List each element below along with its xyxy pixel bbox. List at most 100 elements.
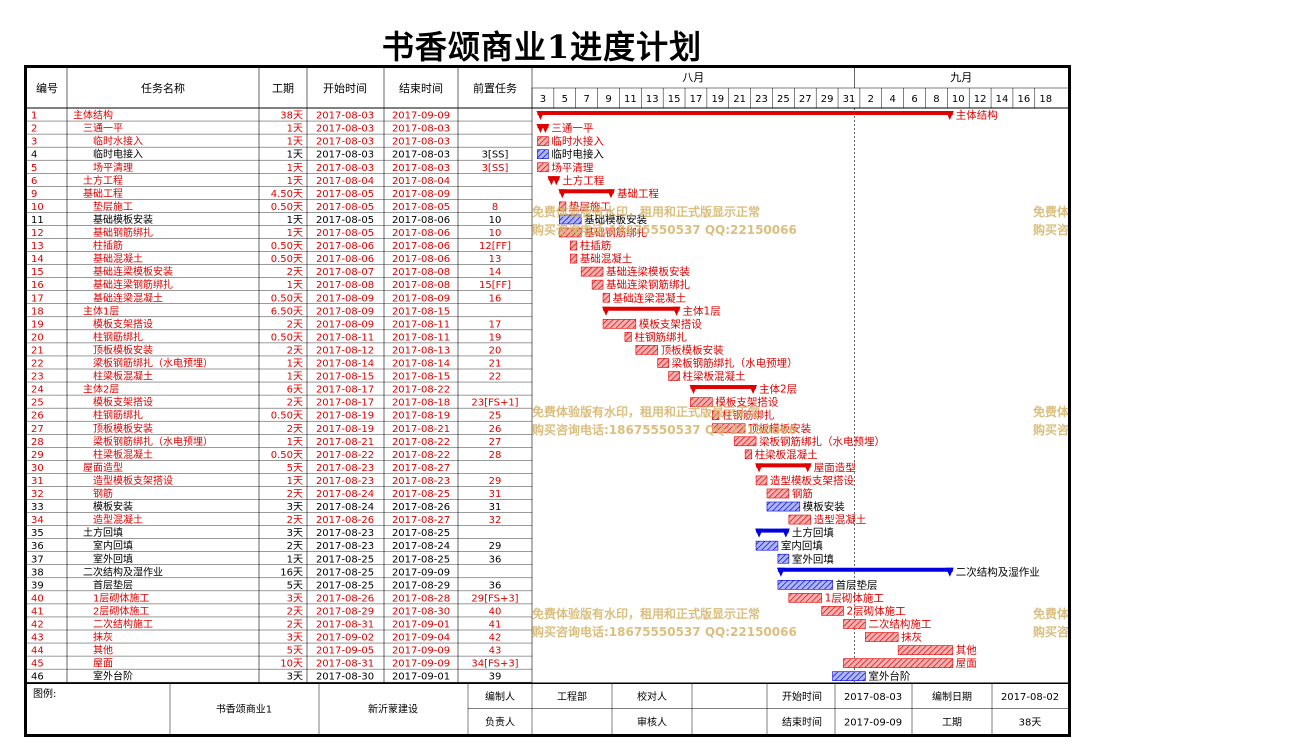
table-row[interactable]: 16 基础连梁钢筋绑扎 1天 2017-08-08 2017-08-08 15[FF] [31,278,511,291]
table-row[interactable]: 28 梁板钢筋绑扎（水电预埋） 1天 2017-08-21 2017-08-22 27 [31,435,501,448]
task-bar[interactable] [635,345,658,355]
task-bar[interactable] [602,319,637,329]
table-row[interactable]: 39 首层垫层 5天 2017-08-25 2017-08-29 36 [31,578,501,591]
task-bar[interactable] [766,501,801,512]
summary-bar[interactable] [603,306,680,311]
task-bar[interactable] [569,240,578,251]
task-duration: 1天 [287,359,303,370]
month-label: 九月 [950,71,972,84]
table-row[interactable]: 30 屋面造型 5天 2017-08-23 2017-08-27 [31,461,450,474]
summary-bar[interactable] [559,189,614,194]
table-row[interactable]: 34 造型混凝土 2天 2017-08-26 2017-08-27 32 [31,513,501,526]
table-row[interactable]: 32 钢筋 2天 2017-08-24 2017-08-25 31 [31,487,501,500]
table-row[interactable]: 3 临时水接入 1天 2017-08-03 2017-08-03 [31,135,450,148]
summary-bar[interactable] [537,111,953,115]
task-bar[interactable] [744,449,752,460]
summary-bar[interactable] [756,463,811,468]
table-row[interactable]: 24 主体2层 6天 2017-08-17 2017-08-22 [31,384,450,396]
table-row[interactable]: 36 室内回填 2天 2017-08-23 2017-08-24 29 [31,539,501,552]
task-bar[interactable] [788,514,812,525]
table-row[interactable]: 12 基础钢筋绑扎 1天 2017-08-05 2017-08-06 10 [31,226,501,239]
summary-bar[interactable] [756,528,789,533]
table-row[interactable]: 4 临时电接入 1天 2017-08-03 2017-08-03 3[SS] [31,148,509,161]
table-row[interactable]: 26 柱钢筋绑扎 0.50天 2017-08-19 2017-08-19 25 [31,409,501,422]
table-row[interactable]: 19 模板支架搭设 2天 2017-08-09 2017-08-11 17 [31,317,501,330]
watermark-line: 购买咨询电话:18675550537 QQ:22150066 [1033,222,1068,237]
task-end: 2017-08-24 [392,541,450,552]
task-bar[interactable] [755,540,779,551]
table-row[interactable]: 33 模板安装 3天 2017-08-24 2017-08-26 31 [31,500,501,513]
table-row[interactable]: 9 基础工程 4.50天 2017-08-05 2017-08-09 [31,187,450,200]
task-bar[interactable] [777,553,790,564]
task-end: 2017-09-01 [392,620,450,631]
table-row[interactable]: 2 三通一平 1天 2017-08-03 2017-08-03 [31,123,450,135]
table-row[interactable]: 42 二次结构施工 2天 2017-08-31 2017-09-01 41 [31,618,501,631]
task-name: 柱梁板混凝土 [93,448,153,461]
task-bar[interactable] [766,488,790,499]
table-row[interactable]: 38 二次结构及湿作业 16天 2017-08-25 2017-09-09 [31,565,450,578]
table-row[interactable]: 43 抹灰 3天 2017-09-02 2017-09-04 42 [31,631,501,644]
table-row[interactable]: 5 场平清理 1天 2017-08-03 2017-08-03 3[SS] [31,161,509,174]
table-row[interactable]: 6 土方工程 1天 2017-08-04 2017-08-04 [31,174,450,187]
task-bar[interactable] [591,279,604,290]
task-name: 室外回填 [93,552,133,565]
table-row[interactable]: 29 柱梁板混凝土 0.50天 2017-08-22 2017-08-22 28 [31,448,501,461]
day-tick: 15 [668,94,681,105]
table-row[interactable]: 13 柱插筋 0.50天 2017-08-06 2017-08-06 12[FF] [31,239,511,252]
task-bar[interactable] [668,371,680,381]
task-bar[interactable] [865,632,899,642]
table-row[interactable]: 45 屋面 10天 2017-08-31 2017-09-09 34[FS+3] [31,658,519,670]
task-bar[interactable] [777,579,833,590]
task-bar[interactable] [788,593,822,603]
table-row[interactable]: 22 梁板钢筋绑扎（水电预埋） 1天 2017-08-14 2017-08-14 21 [31,357,501,370]
table-row[interactable]: 41 2层砌体施工 2天 2017-08-29 2017-08-30 40 [31,604,501,617]
task-bar[interactable] [537,136,549,146]
task-bar[interactable] [580,266,604,277]
table-row[interactable]: 27 顶板模板安装 2天 2017-08-19 2017-08-21 26 [31,422,501,435]
table-row[interactable]: 15 基础连梁模板安装 2天 2017-08-07 2017-08-08 14 [31,265,501,278]
table-row[interactable]: 25 模板支架搭设 2天 2017-08-17 2017-08-18 23[FS+1] [31,396,519,409]
task-bar[interactable] [624,332,632,342]
task-bar[interactable] [559,227,582,238]
task-bar[interactable] [537,149,549,160]
task-bar[interactable] [537,162,549,173]
table-row[interactable]: 46 室外台阶 3天 2017-08-30 2017-09-01 39 [31,670,501,683]
task-bar[interactable] [821,606,844,616]
table-row[interactable]: 21 顶板模板安装 2天 2017-08-12 2017-08-13 20 [31,343,501,356]
task-start: 2017-08-03 [316,163,374,174]
table-row[interactable]: 11 基础模板安装 1天 2017-08-05 2017-08-06 10 [31,213,501,226]
table-row[interactable]: 40 1层砌体施工 3天 2017-08-26 2017-08-28 29[FS+3] [31,591,519,604]
task-bar[interactable] [832,671,866,682]
task-bar[interactable] [712,423,746,434]
task-end: 2017-08-03 [392,124,450,135]
task-bar[interactable] [569,253,578,264]
table-row[interactable]: 17 基础连梁混凝土 0.50天 2017-08-09 2017-08-09 16 [31,291,501,304]
table-row[interactable]: 14 基础混凝土 0.50天 2017-08-06 2017-08-06 13 [31,252,501,265]
summary-bar[interactable] [777,567,953,572]
table-row[interactable]: 20 柱钢筋绑扎 0.50天 2017-08-11 2017-08-11 19 [31,330,501,343]
table-row[interactable]: 23 柱梁板混凝土 1天 2017-08-15 2017-08-15 22 [31,370,501,383]
task-bar[interactable] [843,658,954,668]
summary-cap [945,111,954,120]
task-bar[interactable] [559,201,567,212]
task-bar[interactable] [602,292,610,303]
table-row[interactable]: 37 室外回填 1天 2017-08-25 2017-08-25 36 [31,552,501,565]
task-bar[interactable] [843,619,866,629]
table-row[interactable]: 35 土方回填 3天 2017-08-23 2017-08-25 [31,526,450,539]
task-bar[interactable] [733,436,757,447]
task-bar[interactable] [897,645,954,655]
task-bar[interactable] [690,397,713,407]
task-bar[interactable] [712,410,720,420]
table-row[interactable]: 18 主体1层 6.50天 2017-08-09 2017-08-15 [31,305,450,317]
task-bar[interactable] [657,358,669,368]
summary-bar[interactable] [690,385,757,390]
task-start: 2017-08-12 [316,345,374,356]
task-bar[interactable] [755,475,768,486]
task-start: 2017-09-05 [316,646,374,657]
table-row[interactable]: 31 造型模板支架搭设 1天 2017-08-23 2017-08-23 29 [31,474,501,487]
task-name: 2层砌体施工 [93,604,149,617]
table-row[interactable]: 10 垫层施工 0.50天 2017-08-05 2017-08-05 8 [31,200,498,213]
task-bar[interactable] [559,214,582,225]
table-row[interactable]: 44 其他 5天 2017-09-05 2017-09-09 43 [31,644,501,657]
table-row[interactable]: 1 主体结构 38天 2017-08-03 2017-09-09 [31,109,450,122]
